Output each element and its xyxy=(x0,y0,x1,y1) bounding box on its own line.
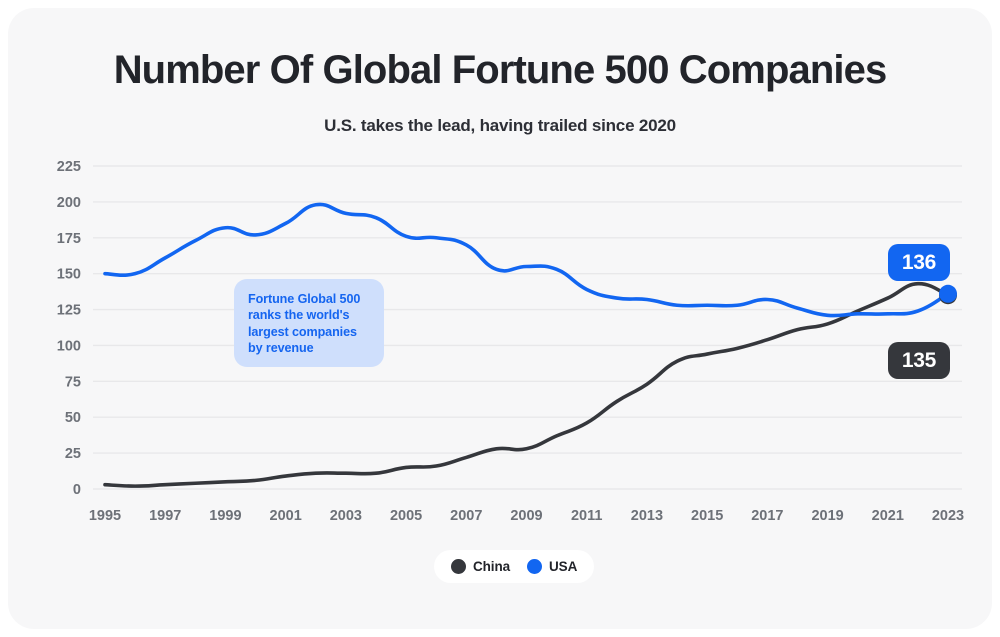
x-axis-tick-label: 2015 xyxy=(691,508,723,524)
x-axis-tick-label: 1995 xyxy=(89,508,121,524)
series-line-china xyxy=(103,281,950,488)
x-axis-tick-label: 2011 xyxy=(571,508,602,524)
y-axis-tick-label: 200 xyxy=(57,195,81,211)
legend-item-usa[interactable]: USA xyxy=(527,559,577,574)
page-title: Number Of Global Fortune 500 Companies xyxy=(113,48,888,92)
x-axis-tick-label: 1997 xyxy=(149,508,181,524)
y-axis-tick-label: 25 xyxy=(65,446,81,462)
x-axis-tick-label: 2021 xyxy=(872,508,904,524)
y-axis-tick-label: 0 xyxy=(73,482,81,498)
annotation-callout: Fortune Global 500 ranks the world's lar… xyxy=(234,279,384,367)
x-axis-tick-label: 2017 xyxy=(751,508,783,524)
chart-subtitle: U.S. takes the lead, having trailed sinc… xyxy=(324,116,676,135)
y-axis-tick-label: 225 xyxy=(57,159,81,175)
legend-item-china[interactable]: China xyxy=(451,559,510,574)
chart-card: Number Of Global Fortune 500 Companies U… xyxy=(8,8,992,629)
plot-area: 0 25 50 75 100 125 150 175 200 225 1995 1997 1999 200… xyxy=(8,8,992,629)
y-axis-tick-label: 150 xyxy=(57,267,81,283)
legend-label-china: China xyxy=(473,559,511,574)
x-axis-tick-label: 2005 xyxy=(390,508,422,524)
x-axis-tick-label: 2003 xyxy=(330,508,362,524)
chart-legend: China USA xyxy=(434,550,595,583)
value-badge-usa: 136 xyxy=(888,244,950,281)
legend-swatch-icon-usa xyxy=(527,559,543,574)
y-axis-tick-label: 125 xyxy=(57,303,81,319)
series-line-usa xyxy=(103,202,950,318)
legend-label-usa: USA xyxy=(549,559,578,574)
value-badge-china: 135 xyxy=(888,342,950,379)
line-chart-svg: 0 25 50 75 100 125 150 175 200 225 1995 1997 1999 200… xyxy=(57,159,964,524)
y-axis-tick-label: 75 xyxy=(65,374,81,390)
x-axis-tick-label: 1999 xyxy=(209,508,241,524)
x-axis-tick-label: 2013 xyxy=(631,508,663,524)
x-axis-tick-label: 2023 xyxy=(932,508,964,524)
legend-swatch-icon-china xyxy=(451,559,466,574)
y-axis-tick-label: 175 xyxy=(57,231,81,247)
x-axis-tick-label: 2009 xyxy=(510,508,542,524)
x-axis-tick-label: 2001 xyxy=(270,508,302,524)
y-axis-tick-label: 100 xyxy=(57,338,81,354)
annotation-text: Fortune Global 500 ranks the world's lar… xyxy=(248,292,361,356)
x-axis-tick-label: 2019 xyxy=(811,508,843,524)
y-axis-tick-label: 50 xyxy=(65,410,81,426)
x-axis-tick-label: 2007 xyxy=(450,508,482,524)
end-point-marker-usa xyxy=(939,284,957,303)
